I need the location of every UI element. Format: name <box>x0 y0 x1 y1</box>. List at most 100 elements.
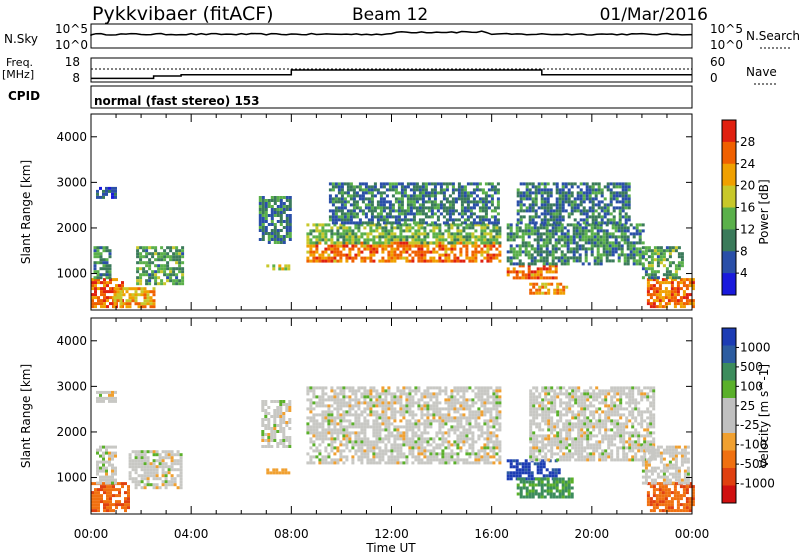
nsearch-label: N.Search <box>746 29 800 43</box>
freq-label-bottom: [MHz] <box>2 68 34 81</box>
station-title: Pykkvibaer (fitACF) <box>92 3 274 25</box>
colorbar-tick-label: -1000 <box>740 477 775 491</box>
colorbar-swatch <box>722 273 736 296</box>
xtick-label: 00:00 <box>74 527 109 541</box>
freq-series <box>91 69 692 80</box>
colorbar-swatch <box>722 163 736 187</box>
power-region <box>328 182 500 225</box>
colorbar-tick-label: 24 <box>740 157 755 171</box>
power-colorbar: 28 24 20 16 12 8 4 <box>721 119 755 296</box>
nsky-frame <box>90 23 693 49</box>
time-xlabel: Time UT <box>365 541 416 554</box>
xtick-label: 12:00 <box>374 527 409 541</box>
power-region <box>93 246 112 280</box>
power-region <box>306 241 502 263</box>
xtick-label: 08:00 <box>274 527 309 541</box>
colorbar-swatch <box>722 363 736 381</box>
ytick-label: 2000 <box>56 221 87 235</box>
ytick-label: 2000 <box>56 425 87 439</box>
velocity-region <box>261 400 292 448</box>
power-heatmap <box>91 182 695 309</box>
velocity-region <box>96 390 117 403</box>
nsky-label: N.Sky <box>4 32 38 46</box>
cpid-text: normal (fast stereo) 153 <box>94 94 260 108</box>
nsearch-tick-top: 10^5 <box>710 22 743 36</box>
velocity-region <box>646 482 695 513</box>
colorbar-swatch <box>722 345 736 364</box>
nsky-tick-bottom: 10^0 <box>55 38 88 52</box>
xtick-label: 20:00 <box>575 527 610 541</box>
velocity-colorbar: 1000 500 100 25 -25 -100 -500 -1000 <box>721 327 775 504</box>
ytick-label: 3000 <box>56 379 87 393</box>
freq-panel: Freq. [MHz] 18 8 60 0 Nave <box>2 55 777 85</box>
colorbar-tick-label: 500 <box>740 360 763 374</box>
colorbar-swatch <box>722 207 736 230</box>
freq-label-top: Freq. <box>6 56 33 69</box>
colorbar-tick-label: 25 <box>740 399 755 413</box>
velocity-region <box>266 468 291 475</box>
colorbar-swatch <box>722 485 736 504</box>
ytick-label: 3000 <box>56 175 87 189</box>
power-region <box>506 223 645 266</box>
velocity-region <box>91 482 130 513</box>
velocity-ylabel: Slant Range [km] <box>19 364 33 468</box>
cpid-frame <box>90 85 693 109</box>
colorbar-tick-label: -100 <box>740 438 767 452</box>
velocity-region <box>128 450 183 490</box>
colorbar-tick-label: 100 <box>740 379 763 393</box>
date-title: 01/Mar/2016 <box>600 5 708 25</box>
colorbar-swatch <box>722 450 736 469</box>
freq-frame <box>90 57 693 83</box>
freq-tick-bottom: 8 <box>72 71 80 85</box>
velocity-region <box>516 477 574 499</box>
velocity-region <box>529 386 656 462</box>
velocity-region <box>641 445 690 485</box>
colorbar-tick-label: 1000 <box>740 340 771 354</box>
colorbar-swatch <box>722 433 736 451</box>
nave-tick-bottom: 0 <box>710 71 718 85</box>
power-region <box>113 287 156 309</box>
ytick-label: 1000 <box>56 471 87 485</box>
power-region <box>136 246 185 286</box>
colorbar-swatch <box>722 328 736 346</box>
colorbar-tick-label: 28 <box>740 135 755 149</box>
colorbar-tick-label: 8 <box>740 244 748 258</box>
colorbar-swatch <box>722 251 736 274</box>
power-region <box>506 264 558 280</box>
freq-tick-top: 18 <box>65 55 80 69</box>
colorbar-swatch <box>722 398 736 416</box>
nsky-panel: N.Sky 10^5 10^0 10^5 10^0 N.Search <box>4 22 800 52</box>
xtick-label: 00:00 <box>675 527 710 541</box>
colorbar-swatch <box>722 380 736 399</box>
velocity-region <box>306 386 502 465</box>
colorbar-swatch <box>722 185 736 208</box>
colorbar-swatch <box>722 468 736 486</box>
beam-title: Beam 12 <box>352 5 428 25</box>
colorbar-tick-label: 16 <box>740 201 755 215</box>
power-panel: 4000 3000 2000 1000 Slant Range [km] <box>19 113 695 311</box>
velocity-region <box>96 445 117 485</box>
nsky-series <box>90 30 693 36</box>
power-yticks: 4000 3000 2000 1000 <box>56 114 693 310</box>
power-ylabel: Slant Range [km] <box>19 160 33 264</box>
xtick-label: 16:00 <box>474 527 509 541</box>
nsky-tick-top: 10^5 <box>55 22 88 36</box>
velocity-colorbar-label: Velocity [m s^-1] <box>757 364 771 468</box>
power-region <box>306 223 502 245</box>
nsearch-tick-bottom: 10^0 <box>710 38 743 52</box>
nave-tick-top: 60 <box>710 55 725 69</box>
colorbar-tick-label: 4 <box>740 266 748 280</box>
velocity-heatmap <box>91 386 695 513</box>
ytick-label: 4000 <box>56 130 87 144</box>
power-region <box>646 278 695 309</box>
velocity-region <box>506 459 561 481</box>
power-region <box>529 282 569 295</box>
colorbar-swatch <box>722 229 736 252</box>
colorbar-swatch <box>722 120 736 143</box>
power-region <box>258 196 292 244</box>
cpid-label: CPID <box>8 89 40 103</box>
colorbar-tick-label: 12 <box>740 222 755 236</box>
ytick-label: 4000 <box>56 334 87 348</box>
ytick-label: 1000 <box>56 267 87 281</box>
